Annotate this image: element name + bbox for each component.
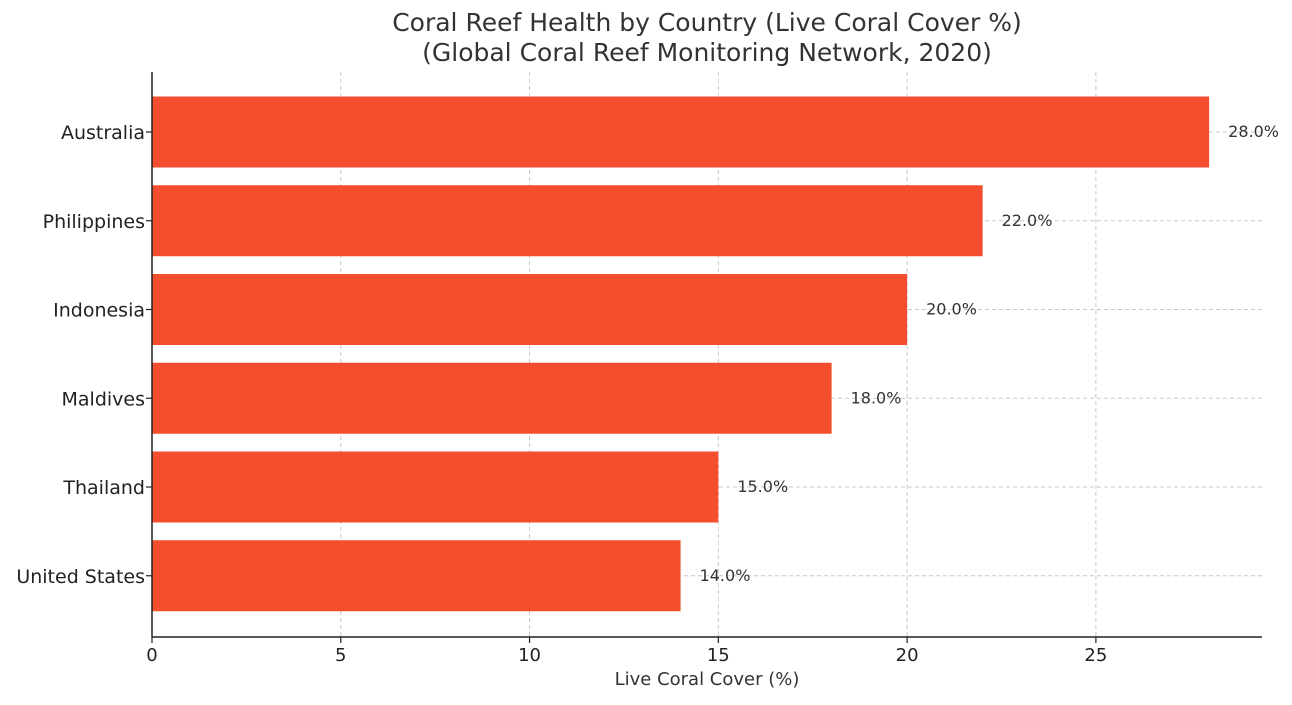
bar-australia — [152, 96, 1210, 168]
data-label: 28.0% — [1228, 122, 1279, 141]
x-tick-label: 5 — [335, 645, 346, 666]
x-axis-label: Live Coral Cover (%) — [615, 669, 800, 690]
data-label: 22.0% — [1002, 211, 1053, 230]
x-tick-label: 20 — [896, 645, 919, 666]
y-tick-label: Philippines — [43, 211, 145, 233]
bar-thailand — [152, 451, 719, 523]
bar-layer — [152, 96, 1210, 612]
x-tick-label: 10 — [518, 645, 541, 666]
bar-indonesia — [152, 274, 908, 345]
y-tick-label: Thailand — [62, 477, 145, 499]
axis-layer: Australia Philippines Indonesia Maldives Tha… — [16, 72, 1262, 666]
data-label: 15.0% — [737, 477, 788, 496]
data-label: 18.0% — [851, 388, 902, 407]
y-tick-label: Indonesia — [53, 300, 145, 322]
y-tick-label: Australia — [61, 122, 145, 144]
chart-subtitle: (Global Coral Reef Monitoring Network, 2… — [422, 38, 992, 67]
chart-title: Coral Reef Health by Country (Live Coral… — [392, 8, 1022, 37]
x-tick-label: 0 — [146, 645, 157, 666]
bar-maldives — [152, 362, 832, 434]
data-label: 20.0% — [926, 300, 977, 319]
bar-philippines — [152, 185, 983, 257]
y-tick-label: United States — [16, 566, 145, 588]
data-label-layer: 28.0% 22.0% 20.0% 18.0% 15.0% 14.0% — [700, 122, 1279, 585]
data-label: 14.0% — [700, 566, 751, 585]
x-tick-label: 15 — [707, 645, 730, 666]
bar-united-states — [152, 540, 681, 612]
x-tick-label: 25 — [1084, 645, 1107, 666]
y-tick-label: Maldives — [62, 388, 146, 410]
